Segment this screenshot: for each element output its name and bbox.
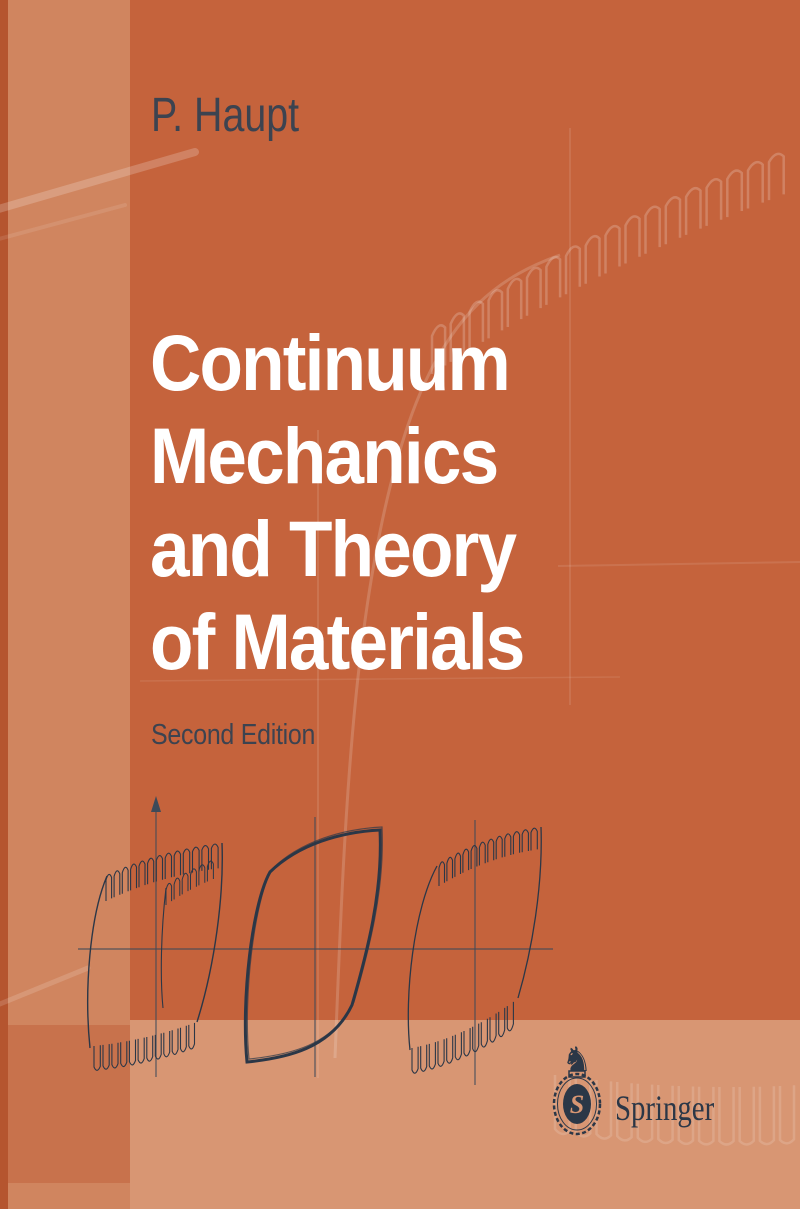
- loop-1-inner-serration: [165, 860, 214, 905]
- author-name: P. Haupt: [151, 89, 300, 142]
- edition-label: Second Edition: [151, 719, 316, 751]
- loop-1-inner-cycle-edge: [160, 887, 167, 1009]
- publisher-name: Springer: [615, 1088, 715, 1128]
- loop-3-right-edge: [517, 826, 542, 999]
- title-line-3: and Theory: [150, 504, 517, 593]
- background-left-edge-stripe: [0, 0, 8, 1209]
- loop-1-right-edge: [196, 842, 223, 1023]
- loop-3-serrated-top: [438, 827, 538, 886]
- loop-1-axis-arrowhead: [151, 796, 161, 812]
- title-line-4: of Materials: [150, 597, 525, 686]
- background-left-patch: [8, 1025, 130, 1183]
- title-line-2: Mechanics: [150, 411, 499, 500]
- book-title: Continuum Mechanics and Theory of Materi…: [150, 316, 525, 688]
- background-left-strip: [8, 0, 130, 1209]
- title-line-1: Continuum: [150, 318, 511, 407]
- crease-line-horizontal-1: [557, 561, 800, 567]
